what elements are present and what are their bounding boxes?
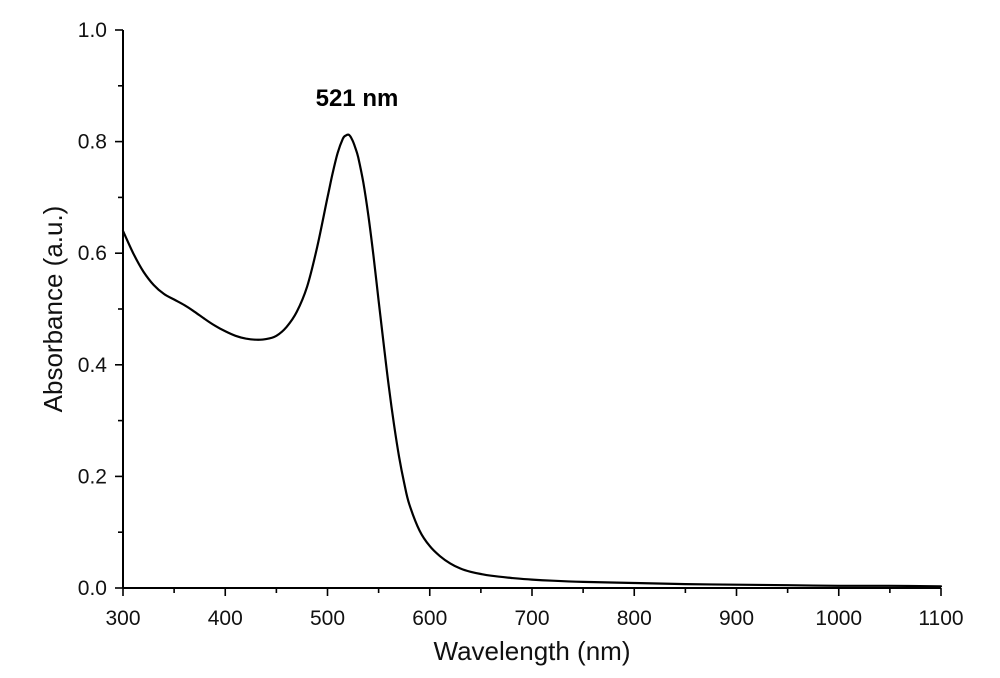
x-axis-label: Wavelength (nm) (434, 636, 631, 666)
x-tick-label: 1100 (918, 607, 963, 630)
x-tick-label: 600 (412, 607, 447, 630)
x-tick-label: 800 (617, 607, 652, 630)
x-tick-label: 900 (719, 607, 754, 630)
x-tick-label: 400 (208, 607, 243, 630)
y-tick-label: 0.2 (78, 465, 107, 488)
ticks-layer: 300 400 500 600 700 800 900 1000 1100 0.0 0.2 0.4 0.… (78, 19, 964, 630)
x-tick-label: 500 (310, 607, 345, 630)
y-tick-label: 0.0 (78, 577, 107, 600)
y-axis-label: Absorbance (a.u.) (38, 206, 68, 413)
x-tick-label: 1000 (815, 607, 862, 630)
x-tick-label: 300 (105, 607, 140, 630)
y-tick-label: 1.0 (78, 19, 107, 42)
y-tick-label: 0.8 (78, 131, 107, 154)
y-tick-label: 0.4 (78, 354, 108, 377)
y-tick-label: 0.6 (78, 242, 107, 265)
absorbance-series-line (121, 133, 943, 588)
x-tick-label: 700 (514, 607, 549, 630)
peak-annotation: 521 nm (316, 85, 399, 112)
